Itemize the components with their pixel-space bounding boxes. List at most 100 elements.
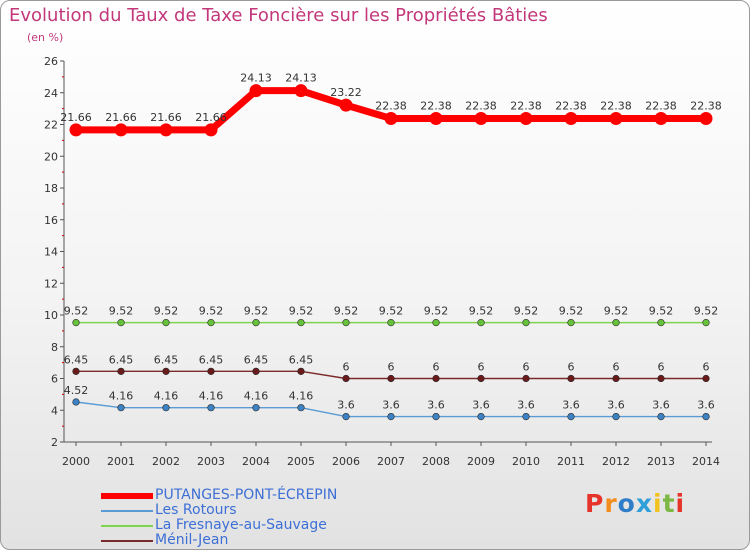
data-label-menil-jean-2013: 6 — [658, 361, 665, 374]
data-point-les-rotours-2008 — [432, 413, 440, 421]
data-point-menil-jean-2013 — [657, 374, 665, 383]
data-label-les-rotours-2006: 3.6 — [337, 399, 355, 412]
data-label-la-fresnaye-au-sauvage-2009: 9.52 — [469, 305, 494, 318]
data-point-les-rotours-2009 — [477, 413, 485, 421]
x-tick-label-2002: 2002 — [152, 455, 180, 468]
data-point-la-fresnaye-au-sauvage-2012 — [612, 319, 620, 327]
data-point-la-fresnaye-au-sauvage-2003 — [207, 319, 215, 327]
y-tick-label-2: 2 — [51, 436, 58, 449]
data-point-les-rotours-2011 — [567, 413, 575, 421]
data-label-la-fresnaye-au-sauvage-2004: 9.52 — [244, 305, 269, 318]
data-label-putanges-pont-ecrepin-2005: 24.13 — [285, 72, 317, 85]
data-point-putanges-pont-ecrepin-2005 — [294, 84, 308, 98]
data-point-les-rotours-2004 — [252, 404, 260, 412]
data-point-menil-jean-2009 — [477, 374, 485, 383]
x-tick-label-2004: 2004 — [242, 455, 270, 468]
data-label-la-fresnaye-au-sauvage-2008: 9.52 — [424, 305, 449, 318]
data-point-les-rotours-2002 — [162, 404, 170, 412]
data-label-putanges-pont-ecrepin-2010: 22.38 — [510, 99, 542, 112]
data-label-menil-jean-2009: 6 — [478, 361, 485, 374]
y-tick-label-4: 4 — [51, 404, 58, 417]
data-point-les-rotours-2013 — [657, 413, 665, 421]
data-label-putanges-pont-ecrepin-2007: 22.38 — [375, 99, 407, 112]
data-point-les-rotours-2001 — [117, 404, 125, 412]
chart-title: Evolution du Taux de Taxe Foncière sur l… — [9, 5, 548, 26]
data-label-menil-jean-2000: 6.45 — [64, 353, 89, 366]
legend-swatch-les-rotours — [101, 510, 153, 512]
logo-letter: P — [585, 489, 605, 518]
data-label-les-rotours-2005: 4.16 — [289, 390, 314, 403]
data-point-menil-jean-2002 — [162, 367, 170, 375]
data-point-menil-jean-2006 — [342, 374, 350, 383]
legend-swatch-menil-jean — [101, 540, 153, 542]
data-point-menil-jean-2014 — [702, 374, 710, 383]
data-point-la-fresnaye-au-sauvage-2001 — [117, 319, 125, 327]
data-point-menil-jean-2004 — [252, 367, 260, 375]
data-point-les-rotours-2014 — [702, 413, 710, 421]
logo-letter: x — [635, 489, 653, 518]
x-tick-label-2010: 2010 — [512, 455, 540, 468]
data-point-menil-jean-2008 — [432, 374, 440, 383]
data-point-menil-jean-2001 — [117, 367, 125, 375]
data-label-les-rotours-2000: 4.52 — [64, 384, 89, 397]
x-tick-label-2014: 2014 — [692, 455, 720, 468]
data-point-putanges-pont-ecrepin-2006 — [339, 98, 353, 112]
y-tick-label-24: 24 — [44, 87, 58, 100]
data-point-la-fresnaye-au-sauvage-2004 — [252, 319, 260, 327]
data-point-les-rotours-2003 — [207, 404, 215, 412]
x-tick-label-2006: 2006 — [332, 455, 360, 468]
data-label-menil-jean-2005: 6.45 — [289, 353, 314, 366]
data-point-putanges-pont-ecrepin-2004 — [249, 84, 263, 98]
data-label-menil-jean-2002: 6.45 — [154, 353, 179, 366]
y-tick-label-26: 26 — [44, 55, 58, 68]
data-point-putanges-pont-ecrepin-2007 — [384, 111, 398, 125]
data-label-putanges-pont-ecrepin-2011: 22.38 — [555, 99, 587, 112]
y-tick-label-12: 12 — [44, 277, 58, 290]
data-label-menil-jean-2007: 6 — [388, 361, 395, 374]
data-label-la-fresnaye-au-sauvage-2002: 9.52 — [154, 305, 179, 318]
data-label-la-fresnaye-au-sauvage-2012: 9.52 — [604, 305, 629, 318]
data-label-la-fresnaye-au-sauvage-2001: 9.52 — [109, 305, 134, 318]
legend-label-la-fresnaye: La Fresnaye-au-Sauvage — [155, 517, 327, 533]
x-tick-label-2001: 2001 — [107, 455, 135, 468]
data-point-les-rotours-2006 — [342, 413, 350, 421]
data-point-putanges-pont-ecrepin-2000 — [69, 123, 83, 137]
x-tick-label-2000: 2000 — [62, 455, 90, 468]
data-point-les-rotours-2010 — [522, 413, 530, 421]
data-point-la-fresnaye-au-sauvage-2007 — [387, 319, 395, 327]
data-label-les-rotours-2008: 3.6 — [427, 399, 445, 412]
data-label-les-rotours-2001: 4.16 — [109, 390, 134, 403]
data-label-putanges-pont-ecrepin-2012: 22.38 — [600, 99, 632, 112]
data-label-la-fresnaye-au-sauvage-2013: 9.52 — [649, 305, 674, 318]
chart-subtitle: (en %) — [27, 31, 64, 44]
data-point-la-fresnaye-au-sauvage-2011 — [567, 319, 575, 327]
data-label-les-rotours-2011: 3.6 — [562, 399, 580, 412]
data-label-la-fresnaye-au-sauvage-2007: 9.52 — [379, 305, 404, 318]
data-label-menil-jean-2004: 6.45 — [244, 353, 269, 366]
data-label-la-fresnaye-au-sauvage-2011: 9.52 — [559, 305, 584, 318]
data-label-putanges-pont-ecrepin-2008: 22.38 — [420, 99, 452, 112]
data-point-les-rotours-2005 — [297, 404, 305, 412]
data-point-menil-jean-2005 — [297, 367, 305, 375]
data-point-putanges-pont-ecrepin-2002 — [159, 123, 173, 137]
data-label-les-rotours-2013: 3.6 — [652, 399, 670, 412]
data-label-les-rotours-2003: 4.16 — [199, 390, 224, 403]
data-label-putanges-pont-ecrepin-2001: 21.66 — [105, 111, 137, 124]
data-label-les-rotours-2014: 3.6 — [697, 399, 715, 412]
x-tick-label-2009: 2009 — [467, 455, 495, 468]
y-tick-label-6: 6 — [51, 373, 58, 386]
data-label-la-fresnaye-au-sauvage-2006: 9.52 — [334, 305, 359, 318]
y-tick-label-18: 18 — [44, 182, 58, 195]
data-label-putanges-pont-ecrepin-2014: 22.38 — [690, 99, 722, 112]
data-label-putanges-pont-ecrepin-2004: 24.13 — [240, 72, 272, 85]
data-point-la-fresnaye-au-sauvage-2010 — [522, 319, 530, 327]
data-point-la-fresnaye-au-sauvage-2013 — [657, 319, 665, 327]
data-label-les-rotours-2010: 3.6 — [517, 399, 535, 412]
legend-swatch-putanges — [101, 493, 153, 499]
data-label-les-rotours-2007: 3.6 — [382, 399, 400, 412]
x-tick-label-2003: 2003 — [197, 455, 225, 468]
proxiti-logo: Proxiti — [585, 489, 685, 518]
data-point-menil-jean-2007 — [387, 374, 395, 383]
